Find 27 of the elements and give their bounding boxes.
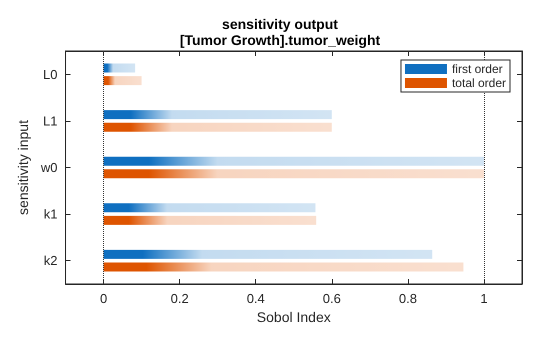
y-tick-label: L1 [43, 113, 58, 128]
bar [104, 203, 316, 212]
chart-title: sensitivity output [222, 16, 338, 32]
bar [104, 250, 432, 259]
x-tick-label: 0.2 [170, 291, 189, 306]
y-axis-title: sensitivity input [15, 120, 31, 215]
bar [104, 169, 484, 178]
bar [104, 122, 332, 132]
y-tick-label: w0 [40, 160, 58, 175]
x-tick-label: 0.8 [398, 291, 417, 306]
x-axis-title: Sobol Index [256, 309, 331, 325]
legend-label: first order [452, 62, 503, 76]
y-tick-label: L0 [43, 66, 58, 82]
x-tick-label: 0.6 [322, 291, 341, 306]
bar [104, 262, 464, 272]
legend-label: total order [452, 76, 506, 90]
x-tick-label: 0 [100, 291, 108, 306]
bar [104, 156, 484, 166]
bar [104, 216, 316, 225]
x-tick-label: 0.4 [246, 291, 265, 306]
bar [104, 110, 332, 120]
x-tick-label: 1 [480, 291, 488, 306]
y-tick-label: k1 [44, 206, 58, 222]
bar [104, 64, 136, 72]
bar [104, 76, 142, 86]
chart-subtitle: [Tumor Growth].tumor_weight [180, 32, 381, 48]
y-tick-label: k2 [44, 253, 58, 268]
